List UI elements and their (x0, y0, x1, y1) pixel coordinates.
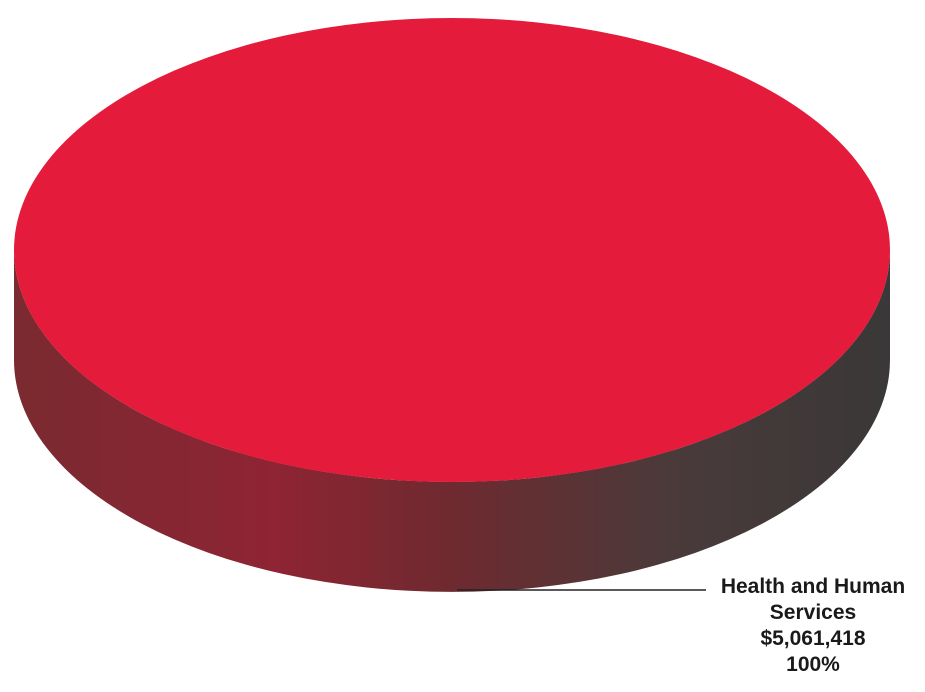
slice-label-name-line-1: Health and Human (720, 575, 906, 598)
pie-slice-health-and-human-services (14, 18, 890, 482)
slice-label-value: $5,061,418 (760, 627, 866, 650)
slice-label-health-and-human-services: Health and Human Services $5,061,418 100… (708, 574, 918, 678)
pie-slice-side (14, 250, 890, 592)
slice-label-name-line-2: Services (769, 601, 857, 624)
slice-label-percent: 100% (786, 653, 840, 676)
